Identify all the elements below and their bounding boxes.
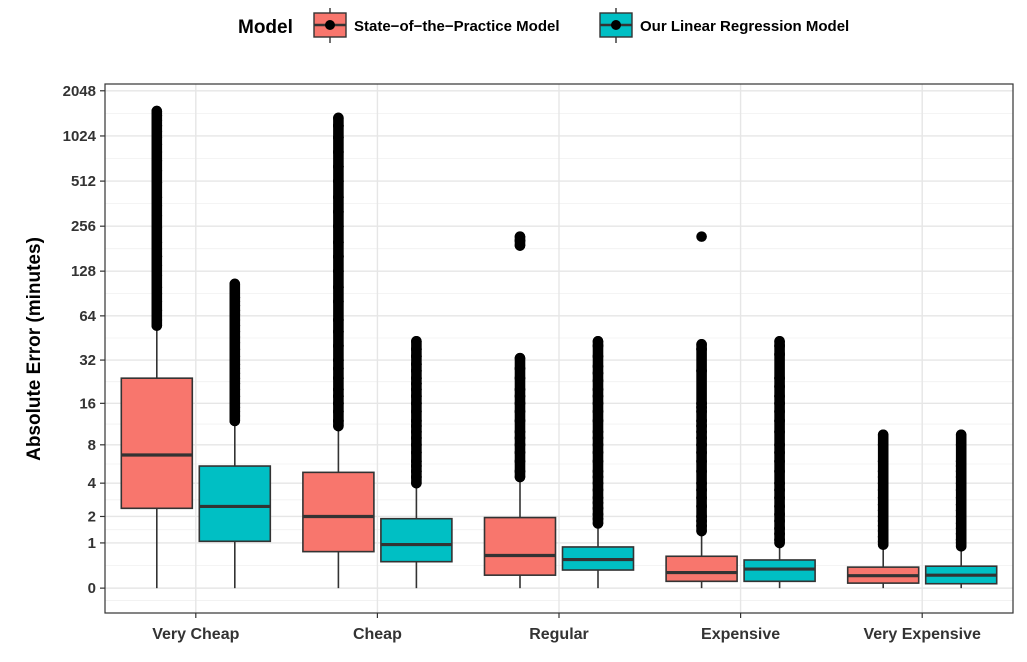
box-iqr: [198, 465, 272, 543]
box-iqr: [483, 516, 557, 576]
outlier-point: [696, 231, 707, 242]
legend-key-point: [325, 20, 335, 30]
y-tick-label: 1: [88, 535, 96, 552]
y-tick-label: 32: [79, 352, 96, 369]
box-iqr: [120, 377, 194, 510]
y-tick-label: 2: [88, 508, 96, 525]
box-linear-regression: [380, 336, 453, 589]
legend-item: State−of−the−Practice Model: [313, 8, 560, 43]
box-iqr: [302, 471, 375, 553]
box-iqr: [665, 555, 738, 583]
y-tick-label: 64: [79, 308, 96, 325]
x-tick-label: Regular: [529, 626, 589, 643]
box-state-of-the-practice: [302, 112, 375, 589]
x-tick-label: Very Expensive: [863, 626, 981, 643]
x-tick-label: Cheap: [353, 626, 402, 643]
box-iqr: [380, 517, 453, 563]
legend: Model State−of−the−Practice Model Our Lin…: [238, 8, 849, 43]
y-tick-label: 128: [71, 263, 96, 280]
legend-item: Our Linear Regression Model: [599, 8, 849, 43]
grid-lines: [105, 84, 1013, 613]
legend-label: Our Linear Regression Model: [640, 18, 849, 35]
box-linear-regression: [924, 429, 998, 589]
y-tick-label: 4: [88, 475, 97, 492]
legend-title: Model: [238, 17, 293, 38]
y-axis: 0 1 2 4 8 16 32 64 128 256 512 1024 2048: [63, 83, 105, 597]
x-tick-label: Very Cheap: [152, 626, 239, 643]
x-tick-label: Expensive: [701, 626, 780, 643]
box-iqr: [743, 559, 816, 583]
legend-key-point: [611, 20, 621, 30]
y-tick-label: 256: [71, 218, 96, 235]
x-axis: Very Cheap Cheap Regular Expensive Very Expe…: [152, 613, 981, 643]
y-tick-label: 16: [79, 395, 96, 412]
y-tick-label: 512: [71, 173, 96, 190]
legend-label: State−of−the−Practice Model: [354, 18, 560, 35]
box-state-of-the-practice: [665, 231, 738, 589]
y-tick-label: 8: [88, 437, 96, 454]
boxes: [120, 105, 998, 589]
box-state-of-the-practice: [483, 231, 557, 589]
box-linear-regression: [198, 278, 272, 589]
box-state-of-the-practice: [120, 105, 194, 589]
box-linear-regression: [743, 336, 816, 589]
box-linear-regression: [561, 336, 635, 589]
y-axis-label: Absolute Error (minutes): [24, 237, 45, 461]
y-tick-label: 0: [88, 580, 96, 597]
box-state-of-the-practice: [846, 429, 920, 589]
y-tick-label: 1024: [63, 128, 97, 145]
y-tick-label: 2048: [63, 83, 96, 100]
